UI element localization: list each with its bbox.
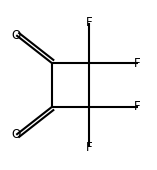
Text: F: F	[134, 100, 141, 113]
Text: O: O	[12, 29, 21, 42]
Text: O: O	[12, 128, 21, 141]
Text: F: F	[134, 57, 141, 70]
Text: F: F	[86, 141, 93, 154]
Text: F: F	[86, 16, 93, 29]
